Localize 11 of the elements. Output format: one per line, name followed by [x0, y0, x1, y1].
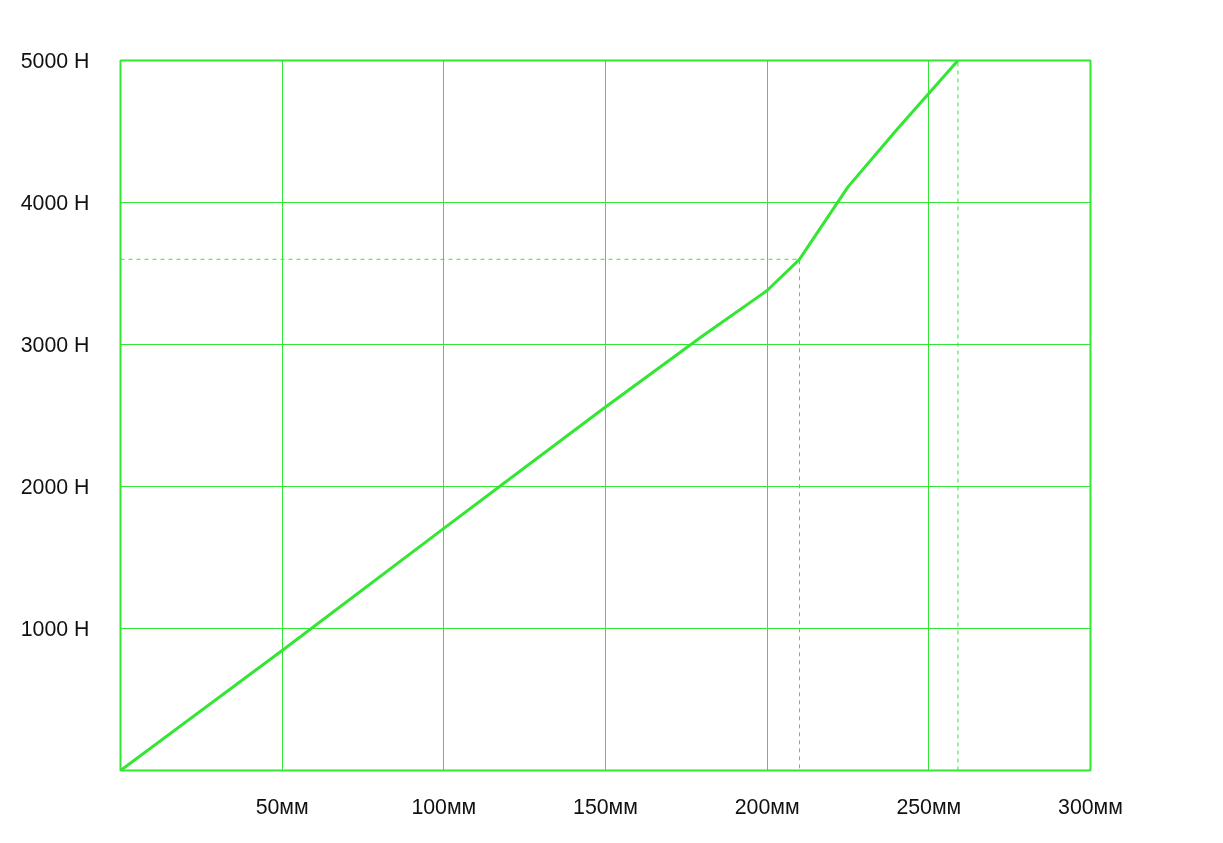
y-tick-label: 1000 Н — [20, 616, 90, 641]
x-tick-label: 50мм — [255, 794, 309, 819]
y-tick-label: 3000 Н — [20, 332, 90, 357]
y-tick-label: 5000 Н — [20, 48, 90, 73]
x-tick-label: 100мм — [411, 794, 477, 819]
y-tick-label: 4000 Н — [20, 190, 90, 215]
y-tick-label: 2000 Н — [20, 474, 90, 499]
x-tick-label: 150мм — [573, 794, 638, 819]
x-tick-label: 250мм — [896, 794, 962, 819]
x-tick-label: 300мм — [1058, 794, 1123, 819]
x-tick-label: 200мм — [734, 794, 800, 819]
